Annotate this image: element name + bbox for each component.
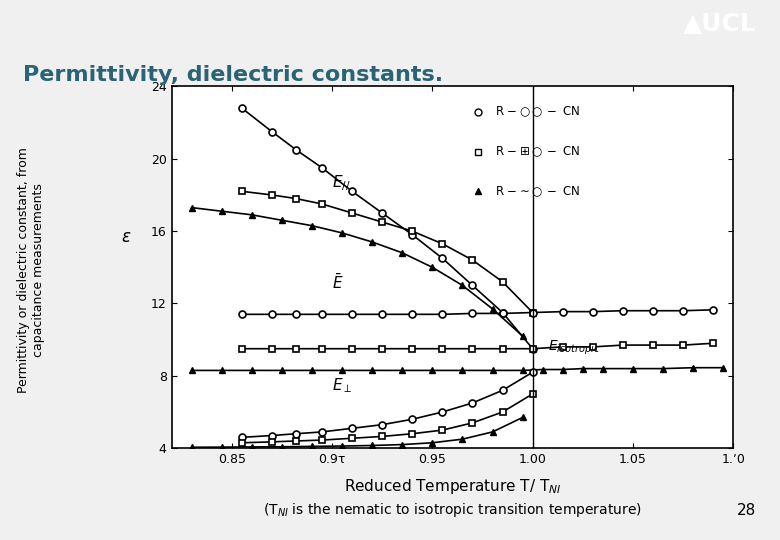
Text: R $-\sim\!\bigcirc-$ CN: R $-\sim\!\bigcirc-$ CN [495,184,580,199]
Text: $E_{\perp}$: $E_{\perp}$ [332,376,352,395]
Text: $\mathit{E}_{//}$: $\mathit{E}_{//}$ [332,173,350,193]
Text: Permittivity, dielectric constants.: Permittivity, dielectric constants. [23,65,444,85]
Text: R $-\bigcirc\!\bigcirc-$ CN: R $-\bigcirc\!\bigcirc-$ CN [495,104,580,119]
Text: Reduced Temperature T/ T$_{NI}$: Reduced Temperature T/ T$_{NI}$ [344,476,561,496]
Text: $E_{isotropic}$: $E_{isotropic}$ [548,339,600,357]
Text: 28: 28 [737,503,757,518]
Text: Permittivity or dielectric constant, from
capacitance measurements: Permittivity or dielectric constant, fro… [17,147,45,393]
Text: ▲UCL: ▲UCL [682,12,757,36]
Text: $\varepsilon$: $\varepsilon$ [122,228,132,246]
Text: R $-\boxplus\!\bigcirc-$ CN: R $-\boxplus\!\bigcirc-$ CN [495,144,580,159]
Text: $\bar{E}$: $\bar{E}$ [332,273,343,292]
Text: (T$_{NI}$ is the nematic to isotropic transition temperature): (T$_{NI}$ is the nematic to isotropic tr… [263,501,642,519]
